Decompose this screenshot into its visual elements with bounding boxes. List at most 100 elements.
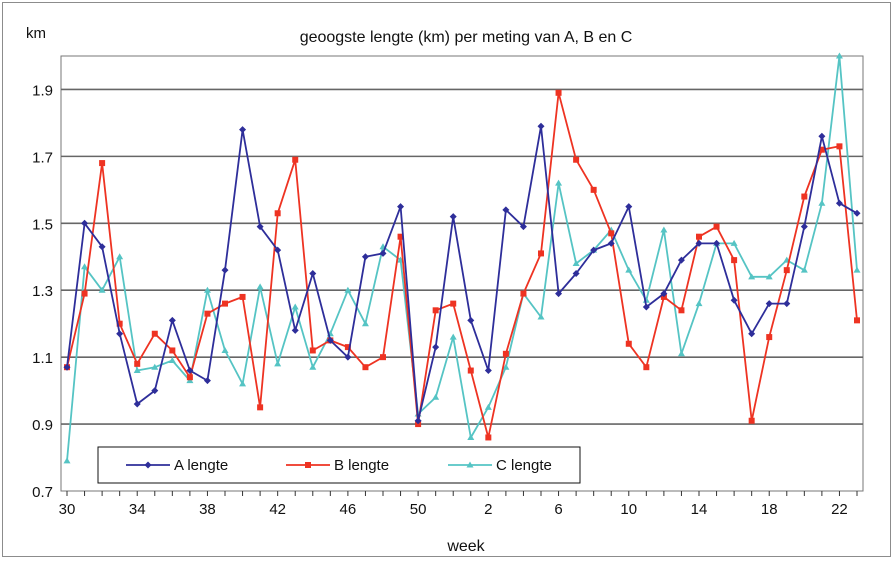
data-point [309,363,317,370]
data-point [835,52,843,59]
data-point [608,230,615,237]
data-point [291,303,299,310]
data-point [274,246,282,254]
data-point [98,243,106,251]
data-point [765,273,773,280]
data-point [344,286,352,293]
data-point [221,346,229,353]
y-tick-label: 1.3 [32,283,53,300]
data-point [625,203,633,211]
legend-swatch-marker [305,462,311,468]
y-tick-label: 1.7 [32,149,53,166]
data-point [291,326,299,334]
x-tick-label: 50 [410,501,427,518]
x-tick-label: 38 [199,501,216,518]
data-point [713,223,720,230]
x-axis-label: week [446,538,485,555]
data-point [63,363,71,371]
data-point [168,357,176,363]
data-point [783,300,791,308]
legend-item: B lengte [286,457,389,474]
data-point [344,344,351,351]
legend-item: A lengte [126,457,228,474]
data-point [204,310,211,317]
data-point [748,273,756,280]
data-point [783,267,790,274]
y-tick-label: 1.1 [32,350,53,367]
data-point [361,253,369,261]
x-tick-label: 30 [59,501,76,518]
data-point [642,303,650,311]
data-point [590,186,597,193]
series-group [63,52,861,464]
x-tick-label: 42 [269,501,286,518]
data-point [362,364,369,371]
x-tick-label: 46 [340,501,357,518]
series-a-lengte [63,122,861,425]
data-point [397,233,404,240]
x-tick-label: 10 [620,501,637,518]
data-point [221,266,229,274]
data-point [449,333,457,340]
data-point [800,266,808,273]
data-point [643,364,650,371]
chart-title: geoogste lengte (km) per meting van A, B… [300,29,633,46]
data-point [538,250,544,257]
data-point [168,316,176,324]
y-tick-label: 1.9 [32,82,53,99]
data-point [765,300,773,308]
data-point [835,199,843,207]
data-point [520,290,527,297]
data-point [730,239,738,246]
data-point [256,283,264,290]
data-point [625,266,633,273]
y-tick-label: 0.9 [32,417,53,434]
data-point [696,233,702,240]
data-point [414,417,422,425]
data-point [256,223,264,231]
data-point [344,353,352,361]
data-point [169,347,176,354]
x-tick-label: 18 [761,501,778,518]
data-point [502,363,510,370]
data-point [484,403,492,410]
data-point [818,146,825,153]
legend-swatch-marker [466,461,474,468]
data-point [572,259,580,266]
data-point [730,296,738,304]
data-point [853,266,861,273]
data-point [713,239,721,247]
data-point [203,377,211,385]
data-point [186,374,193,381]
data-point [81,290,88,297]
data-point [81,263,89,270]
data-point [467,316,475,324]
data-point [800,223,808,231]
x-tick-label: 2 [484,501,492,518]
x-tick-label: 22 [831,501,848,518]
data-point [625,340,632,347]
data-point [555,89,562,96]
data-point [677,350,685,357]
data-point [151,387,159,395]
data-point [361,320,369,327]
data-point [801,193,808,200]
data-point [537,313,545,320]
data-point [151,330,158,337]
data-point [222,300,228,307]
data-point [519,223,527,231]
data-point [748,330,756,338]
data-point [467,433,475,440]
series-line [66,125,858,422]
legend-box [97,446,581,484]
data-point [309,347,316,354]
data-point [397,203,405,211]
legend: A lengte B lengte C lengte [97,446,581,484]
data-point [309,270,317,277]
data-point [660,290,668,298]
data-point [853,209,861,217]
x-axis-ticks: 30 34 38 42 46 50 2 6 10 14 18 22 [59,491,858,518]
data-point [836,143,843,150]
data-point [274,210,281,217]
